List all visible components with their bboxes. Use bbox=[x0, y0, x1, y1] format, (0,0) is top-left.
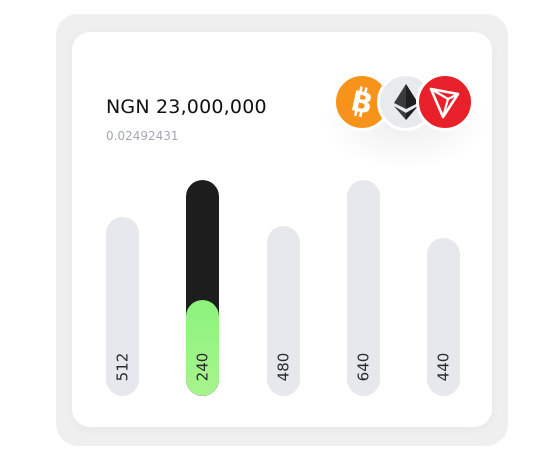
balance-amount: NGN 23,000,000 bbox=[106, 96, 267, 118]
tron-icon[interactable] bbox=[416, 73, 474, 131]
bar-value-label: 240 bbox=[186, 344, 219, 390]
bar-fill bbox=[186, 300, 219, 396]
bar-value-label: 512 bbox=[106, 344, 139, 390]
bar-value-text: 640 bbox=[354, 352, 373, 382]
bar-240[interactable]: 240 bbox=[186, 180, 219, 396]
bar-value-label: 640 bbox=[347, 344, 380, 390]
bar-value-label: 480 bbox=[267, 344, 300, 390]
bar-value-label: 440 bbox=[427, 344, 460, 390]
crypto-balance: 0.02492431 bbox=[106, 129, 179, 143]
bar-512[interactable]: 512 bbox=[106, 217, 139, 396]
bar-640[interactable]: 640 bbox=[347, 180, 380, 396]
bar-value-text: 240 bbox=[193, 352, 212, 382]
bar-value-text: 480 bbox=[274, 352, 293, 382]
bar-value-text: 512 bbox=[113, 352, 132, 382]
bar-440[interactable]: 440 bbox=[427, 238, 460, 396]
bar-480[interactable]: 480 bbox=[267, 226, 300, 396]
bar-value-text: 440 bbox=[434, 352, 453, 382]
